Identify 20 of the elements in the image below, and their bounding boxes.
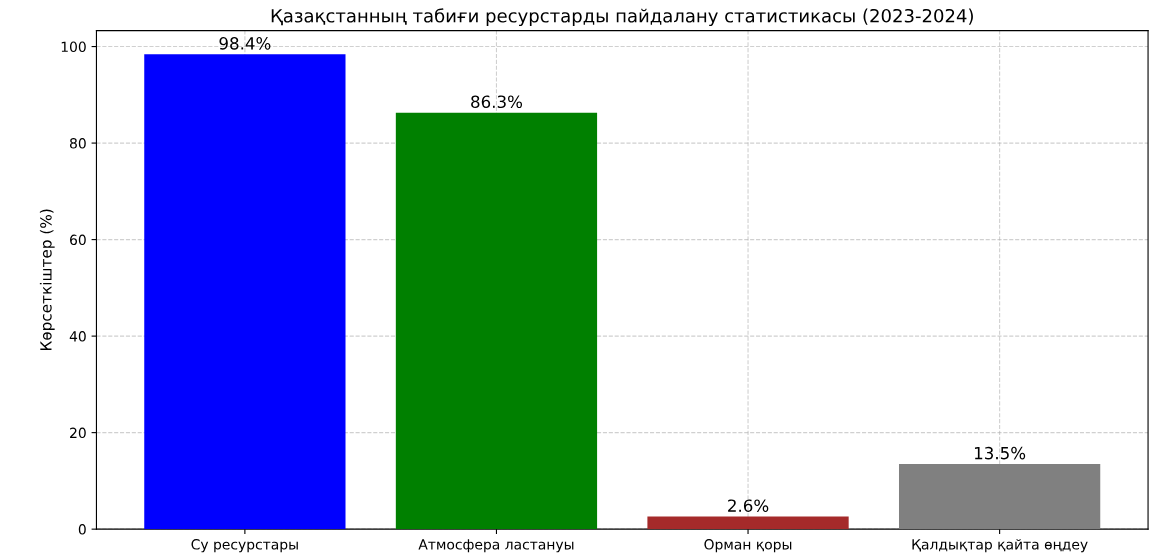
x-tick-label: Су ресурстары <box>191 539 298 553</box>
y-axis-title: Көрсеткіштер (%) <box>39 209 55 351</box>
y-tick-label: 0 <box>78 524 86 535</box>
bar <box>395 112 598 530</box>
y-tick-label: 20 <box>70 427 86 439</box>
x-tick-label: Қалдықтар қайта өңдеу <box>912 538 1088 553</box>
y-tick-label: 60 <box>70 234 86 246</box>
y-tick-label: 40 <box>69 331 86 342</box>
x-tick-label: Атмосфера ластануы <box>418 539 574 553</box>
bar <box>647 516 849 530</box>
data-label: 98.4% <box>219 37 271 50</box>
data-label: 2.6% <box>728 499 769 512</box>
y-tick-label: 100 <box>61 41 86 53</box>
x-tick-label: Орман қоры <box>704 539 792 553</box>
data-label: 13.5% <box>974 446 1026 460</box>
y-tick-label: 80 <box>69 138 86 149</box>
bar <box>144 54 346 530</box>
bar <box>898 464 1101 530</box>
chart-title: Қазақстанның табиғи ресурстарды пайдалану статистикасы (2023-2024) <box>271 8 973 27</box>
data-label: 86.3% <box>471 95 523 109</box>
